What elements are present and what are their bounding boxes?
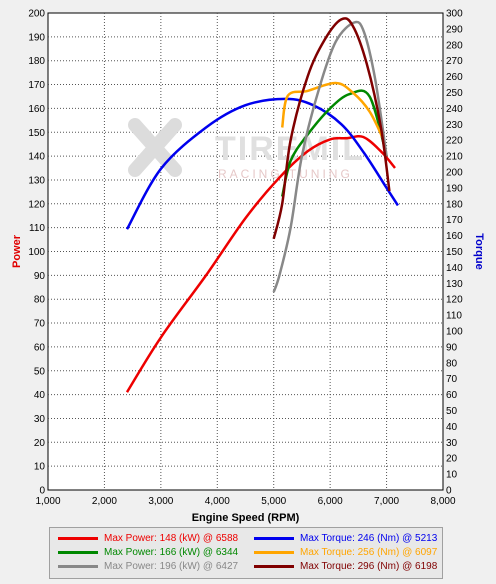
legend-swatch [254, 565, 294, 568]
y-left-tick-label: 70 [34, 319, 46, 330]
legend-swatch [58, 537, 98, 540]
y-right-tick-label: 170 [446, 215, 463, 226]
legend-swatch [254, 537, 294, 540]
y-right-tick-label: 10 [446, 470, 458, 481]
y-left-tick-label: 30 [34, 414, 46, 425]
x-tick-label: 2,000 [92, 496, 117, 507]
legend-label: Max Torque: 246 (Nm) @ 5213 [300, 533, 438, 544]
legend-label: Max Power: 166 (kW) @ 6344 [104, 547, 239, 558]
y-left-tick-label: 20 [34, 438, 46, 449]
y-right-tick-label: 210 [446, 152, 463, 163]
legend-swatch [254, 551, 294, 554]
series-lines [125, 17, 399, 393]
y-right-tick-label: 140 [446, 263, 463, 274]
y-right-tick-label: 110 [446, 311, 462, 322]
legend-item: Max Torque: 246 (Nm) @ 5213 [254, 533, 437, 544]
x-tick-label: 8,000 [430, 496, 455, 507]
series-line-power-1 [125, 134, 396, 393]
legend-item: Max Power: 148 (kW) @ 6588 [58, 533, 238, 544]
legend-item: Max Torque: 256 (Nm) @ 6097 [254, 547, 437, 558]
y-left-tick-label: 60 [34, 342, 46, 353]
legend-item: Max Power: 166 (kW) @ 6344 [58, 547, 238, 558]
series-line-power-2 [280, 89, 388, 197]
legend: Max Power: 148 (kW) @ 6588 Max Torque: 2… [49, 527, 443, 579]
y-right-tick-label: 240 [446, 104, 463, 115]
x-tick-label: 5,000 [261, 496, 286, 507]
y-right-tick-label: 260 [446, 72, 463, 83]
x-tick-label: 7,000 [374, 496, 399, 507]
legend-label: Max Power: 148 (kW) @ 6588 [104, 533, 239, 544]
y-right-tick-label: 160 [446, 231, 463, 242]
y-right-tick-label: 20 [446, 454, 458, 465]
y-right-tick-label: 40 [446, 422, 458, 433]
y-left-tick-label: 40 [34, 390, 46, 401]
legend-label: Max Torque: 256 (Nm) @ 6097 [300, 547, 438, 558]
y-right-tick-label: 130 [446, 279, 463, 290]
legend-item: Max Torque: 296 (Nm) @ 6198 [254, 561, 437, 572]
watermark-x-logo [128, 118, 182, 177]
y-left-tick-label: 50 [34, 366, 46, 377]
legend-swatch [58, 551, 98, 554]
y-right-tick-label: 250 [446, 88, 463, 99]
legend-label: Max Torque: 296 (Nm) @ 6198 [300, 561, 438, 572]
legend-label: Max Power: 196 (kW) @ 6427 [104, 561, 239, 572]
y-left-tick-label: 90 [34, 271, 46, 282]
y-right-tick-label: 300 [446, 9, 463, 20]
y-right-tick-label: 150 [446, 247, 463, 258]
series-line-torque-1 [125, 97, 399, 230]
y-left-tick-label: 160 [28, 104, 45, 115]
y-right-tick-label: 70 [446, 374, 458, 385]
tick-labels: 1,000 2,000 3,000 4,000 5,000 6,000 7,000 8,000… [28, 9, 463, 508]
y-right-tick-label: 120 [446, 295, 463, 306]
y-right-tick-label: 200 [446, 168, 463, 179]
y-left-tick-label: 100 [28, 247, 45, 258]
y-right-tick-label: 220 [446, 136, 463, 147]
y-left-tick-label: 80 [34, 295, 46, 306]
series-line-torque-3 [272, 17, 391, 240]
x-tick-label: 6,000 [318, 496, 343, 507]
x-axis-title: Engine Speed (RPM) [192, 512, 300, 524]
x-tick-label: 1,000 [35, 496, 60, 507]
x-tick-label: 3,000 [148, 496, 173, 507]
y-right-tick-label: 80 [446, 358, 458, 369]
legend-swatch [58, 565, 98, 568]
y-right-tick-label: 90 [446, 342, 458, 353]
y-right-tick-label: 50 [446, 406, 458, 417]
y-left-tick-label: 190 [28, 32, 45, 43]
y-left-tick-label: 170 [28, 80, 45, 91]
y-right-tick-label: 60 [446, 390, 458, 401]
y-right-tick-label: 270 [446, 56, 463, 67]
series-line-torque-2 [280, 81, 385, 141]
y-right-tick-label: 0 [446, 486, 452, 497]
y-right-tick-label: 290 [446, 24, 463, 35]
y-left-tick-label: 130 [28, 175, 45, 186]
legend-item: Max Power: 196 (kW) @ 6427 [58, 561, 238, 572]
y-left-tick-label: 10 [34, 462, 46, 473]
y-left-tick-label: 180 [28, 56, 45, 67]
y-right-tick-label: 180 [446, 199, 463, 210]
y-right-tick-label: 190 [446, 183, 463, 194]
y-left-tick-label: 150 [28, 128, 45, 139]
y-left-tick-label: 110 [29, 223, 45, 234]
y-axis-right-title: Torque [473, 233, 485, 269]
series-line-power-3 [272, 20, 388, 293]
y-left-tick-label: 0 [39, 486, 45, 497]
x-tick-label: 4,000 [205, 496, 230, 507]
y-right-tick-label: 280 [446, 40, 463, 51]
y-left-tick-label: 140 [28, 152, 45, 163]
y-left-tick-label: 120 [28, 199, 45, 210]
y-axis-left-title: Power [11, 234, 23, 268]
y-left-tick-label: 200 [28, 9, 45, 20]
y-right-tick-label: 100 [446, 327, 463, 338]
y-right-tick-label: 30 [446, 438, 458, 449]
y-right-tick-label: 230 [446, 120, 463, 131]
plot-area [47, 12, 444, 491]
